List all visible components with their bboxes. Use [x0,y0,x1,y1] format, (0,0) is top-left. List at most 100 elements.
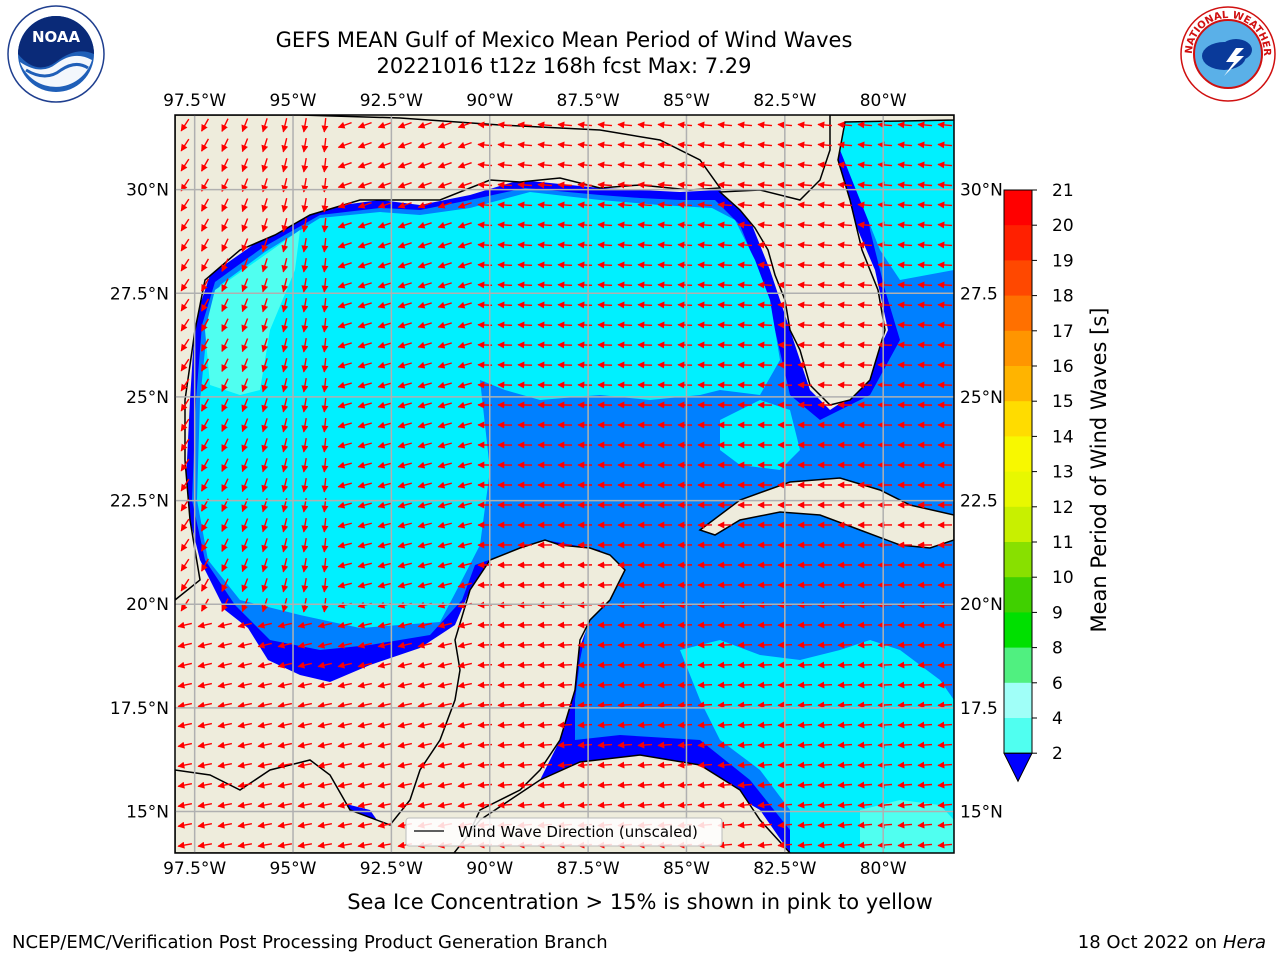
wind-arrow [537,181,553,189]
wind-arrow [180,218,190,232]
wind-arrow [437,381,452,389]
wind-arrow [257,781,273,789]
wind-arrow [717,741,733,749]
wind-arrow [897,761,913,769]
wind-arrow [261,238,269,253]
wind-arrow [557,141,573,149]
lat-label-left: 20°N [126,595,169,615]
wind-arrow [857,141,873,149]
wind-arrow [577,321,593,329]
wind-arrow [301,417,309,433]
wind-arrow [577,741,593,749]
wind-arrow [657,121,673,129]
wind-arrow [281,258,289,273]
wind-arrow [737,721,753,729]
wind-arrow [377,401,392,409]
wind-arrow [597,201,613,209]
wind-arrow [217,701,232,709]
wind-arrow [917,781,933,789]
wind-arrow [397,661,412,669]
wind-arrow [817,301,833,309]
wind-arrow [517,741,533,749]
wind-arrow [537,281,553,289]
wind-arrow [321,477,329,493]
wind-arrow [457,121,472,129]
wind-arrow [457,761,473,769]
wind-arrow [261,478,269,493]
wind-arrow [177,641,192,649]
wind-arrow [377,141,392,149]
wind-arrow [397,261,412,269]
wind-arrow [221,158,229,172]
wind-arrow [757,741,773,749]
wind-arrow [637,181,653,189]
wind-arrow [837,221,853,229]
wind-arrow [917,161,933,169]
wind-arrow [517,241,533,249]
wind-arrow [457,541,472,549]
wind-arrow [241,438,249,453]
wind-arrow [197,701,212,709]
wind-arrow [797,721,813,729]
colorbar-segment [1004,471,1032,508]
wind-arrow [797,761,813,769]
wind-arrow [277,701,292,709]
wind-arrow [877,721,893,729]
wind-arrow [417,761,433,769]
wind-arrow [897,681,913,689]
footer-date: 18 Oct 2022 on Hera [1078,932,1266,953]
wind-arrow [437,501,452,509]
lat-label-right: 30°N [960,181,1003,201]
wind-arrow [197,781,213,789]
wind-arrow [437,621,452,629]
wind-arrow [457,301,472,309]
wind-arrow [937,681,953,689]
wind-arrow [717,281,733,289]
wind-arrow [237,781,253,789]
wind-arrow [397,161,412,169]
wind-arrow [497,661,513,669]
wind-arrow [897,221,913,229]
wind-arrow [937,281,953,289]
wind-arrow [261,358,269,373]
wind-arrow [377,581,392,589]
wind-arrow [857,181,873,189]
lon-label-bottom: 80°W [860,859,907,879]
wind-arrow [677,641,693,649]
colorbar-segment [1004,366,1032,402]
wind-arrow [321,557,329,573]
wind-arrow [237,701,252,709]
wind-arrow [577,301,593,309]
wind-arrow [180,118,190,132]
wind-arrow [357,801,373,809]
colorbar-segment [1004,682,1032,719]
wind-arrow [577,701,593,709]
colorbar-extend [1003,752,1033,783]
wind-arrow [937,181,953,189]
wind-arrow [357,481,372,489]
wind-arrow [917,221,933,229]
wind-arrow [417,701,432,709]
wind-arrow [497,241,513,249]
wind-arrow [437,181,452,189]
wind-arrow [717,681,733,689]
wind-arrow [357,281,372,289]
wind-arrow [557,661,573,669]
wind-arrow [457,781,473,789]
wind-arrow [437,121,452,129]
wind-arrow [417,481,432,489]
wind-arrow [837,781,853,789]
wind-arrow [297,701,312,709]
wind-arrow [937,161,953,169]
wind-arrow [697,301,713,309]
wind-arrow [677,201,693,209]
wind-arrow [297,801,313,809]
wind-arrow [261,558,269,573]
wind-arrow [337,361,352,369]
wind-arrow [737,161,753,169]
wind-arrow [937,641,953,649]
wind-arrow [557,241,573,249]
wind-arrow [697,741,713,749]
wind-arrow [577,141,593,149]
straits-cyan [720,400,800,470]
